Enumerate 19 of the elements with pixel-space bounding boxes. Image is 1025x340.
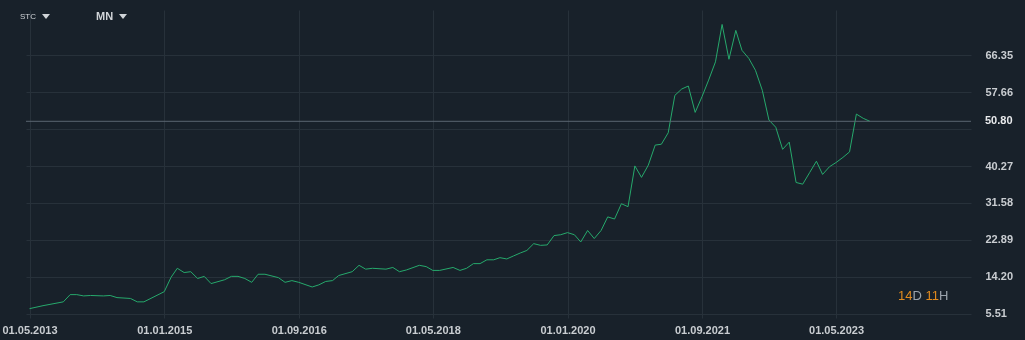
annotation: MN bbox=[96, 10, 114, 22]
x-tick-label: 01.01.2020 bbox=[540, 323, 596, 336]
x-tick-label: 01.05.2023 bbox=[809, 323, 865, 336]
annotation: 14D 11H bbox=[898, 288, 949, 303]
ref-line-label: 50.80 bbox=[985, 114, 1013, 127]
x-tick-label: 01.09.2016 bbox=[271, 323, 327, 336]
y-tick-label: 22.89 bbox=[985, 233, 1014, 246]
x-tick-label: 01.09.2021 bbox=[674, 323, 731, 336]
y-tick-label: 5.51 bbox=[985, 307, 1007, 320]
y-tick-label: 57.66 bbox=[985, 85, 1014, 98]
x-tick-label: 01.01.2015 bbox=[137, 323, 193, 336]
annotation: STC bbox=[20, 11, 36, 21]
x-tick-label: 01.05.2018 bbox=[405, 323, 461, 336]
y-tick-label: 66.35 bbox=[985, 48, 1014, 61]
y-tick-label: 40.27 bbox=[985, 159, 1014, 172]
y-tick-label: 31.58 bbox=[985, 196, 1014, 209]
y-tick-label: 14.20 bbox=[985, 270, 1014, 283]
x-tick-label: 01.05.2013 bbox=[2, 323, 58, 336]
line-series bbox=[29, 23, 871, 310]
